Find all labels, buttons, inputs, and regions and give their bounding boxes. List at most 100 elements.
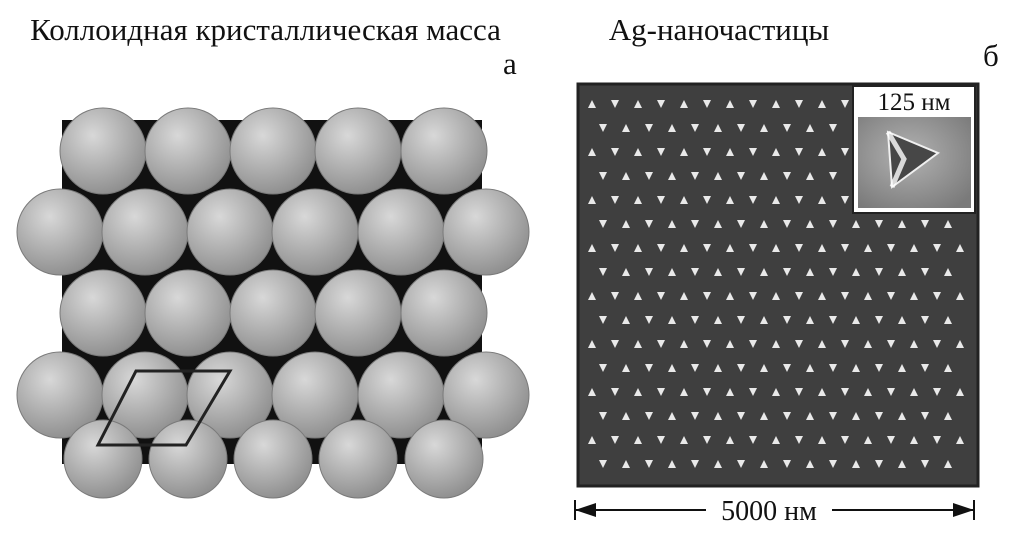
silver-nanoparticle [634,148,642,156]
silver-nanoparticle [841,100,849,108]
silver-nanoparticle [634,100,642,108]
silver-nanoparticle [714,124,722,132]
silver-nanoparticle [818,196,826,204]
silver-nanoparticle [645,316,653,324]
colloidal-sphere [314,107,402,195]
silver-nanoparticle [933,244,941,252]
silver-nanoparticle [749,148,757,156]
colloidal-sphere [229,107,317,195]
silver-nanoparticle [933,340,941,348]
silver-nanoparticle [956,388,964,396]
silver-nanoparticle [714,316,722,324]
silver-nanoparticle [668,460,676,468]
silver-nanoparticle [726,340,734,348]
silver-nanoparticle [818,436,826,444]
silver-nanoparticle [645,412,653,420]
silver-nanoparticle [668,268,676,276]
silver-nanoparticle [772,340,780,348]
silver-nanoparticle [611,100,619,108]
silver-nanoparticle [588,436,596,444]
silver-nanoparticle [657,196,665,204]
silver-nanoparticle [599,124,607,132]
silver-nanoparticle [910,244,918,252]
silver-nanoparticle [657,148,665,156]
silver-nanoparticle [599,172,607,180]
silver-nanoparticle [944,268,952,276]
silver-nanoparticle [726,244,734,252]
silver-nanoparticle [841,148,849,156]
silver-nanoparticle [887,436,895,444]
panel-a-letter: а [503,46,517,81]
inset-scale-label: 125 нм [878,89,951,116]
silver-nanoparticle [864,340,872,348]
silver-nanoparticle [841,196,849,204]
silver-nanoparticle [841,388,849,396]
silver-nanoparticle [760,460,768,468]
silver-nanoparticle [599,220,607,228]
silver-nanoparticle [864,436,872,444]
silver-nanoparticle [622,460,630,468]
silver-nanoparticle [783,364,791,372]
silver-nanoparticle [772,196,780,204]
colloidal-sphere [144,107,232,195]
silver-nanoparticle [818,292,826,300]
silver-nanoparticle [829,124,837,132]
colloidal-sphere [404,419,484,499]
silver-nanoparticle [691,124,699,132]
silver-nanoparticle [634,244,642,252]
silver-nanoparticle [783,220,791,228]
silver-nanoparticle [668,316,676,324]
silver-nanoparticle [933,436,941,444]
silver-nanoparticle [910,436,918,444]
silver-nanoparticle [611,244,619,252]
silver-nanoparticle [760,364,768,372]
silver-nanoparticle [795,436,803,444]
scale-bar-label: 5000 нм [721,496,817,527]
colloidal-sphere [271,188,359,276]
silver-nanoparticle [749,244,757,252]
unit-cell-rhombus [95,369,233,447]
silver-nanoparticle [680,148,688,156]
silver-nanoparticle [714,172,722,180]
silver-nanoparticle [634,292,642,300]
silver-nanoparticle [910,292,918,300]
silver-nanoparticle [599,412,607,420]
silver-nanoparticle [818,388,826,396]
scale-bar-left-arrow [575,503,596,517]
silver-nanoparticle [887,292,895,300]
silver-nanoparticle [898,268,906,276]
colloidal-sphere [318,419,398,499]
silver-nanoparticle [645,268,653,276]
inset-highlight-edge [885,130,907,188]
silver-nanoparticle [703,436,711,444]
silver-nanoparticle [898,364,906,372]
silver-nanoparticle [611,292,619,300]
silver-nanoparticle [749,292,757,300]
silver-nanoparticle [588,340,596,348]
silver-nanoparticle [783,172,791,180]
silver-nanoparticle [864,244,872,252]
silver-nanoparticle [622,172,630,180]
silver-nanoparticle [645,124,653,132]
silver-nanoparticle [806,124,814,132]
silver-nanoparticle [657,100,665,108]
silver-nanoparticle [852,220,860,228]
silver-nanoparticle [806,364,814,372]
silver-nanoparticle [921,316,929,324]
silver-nanoparticle [956,292,964,300]
silver-nanoparticle [806,460,814,468]
silver-nanoparticle [634,436,642,444]
silver-nanoparticle [887,340,895,348]
silver-nanoparticle [760,412,768,420]
silver-nanoparticle [691,316,699,324]
silver-nanoparticle [611,148,619,156]
silver-nanoparticle [898,316,906,324]
silver-nanoparticle [691,268,699,276]
silver-nanoparticle [657,292,665,300]
silver-nanoparticle [944,460,952,468]
silver-nanoparticle [841,292,849,300]
silver-nanoparticle [622,316,630,324]
colloidal-sphere [357,188,445,276]
silver-nanoparticle [634,196,642,204]
silver-nanoparticle [680,292,688,300]
